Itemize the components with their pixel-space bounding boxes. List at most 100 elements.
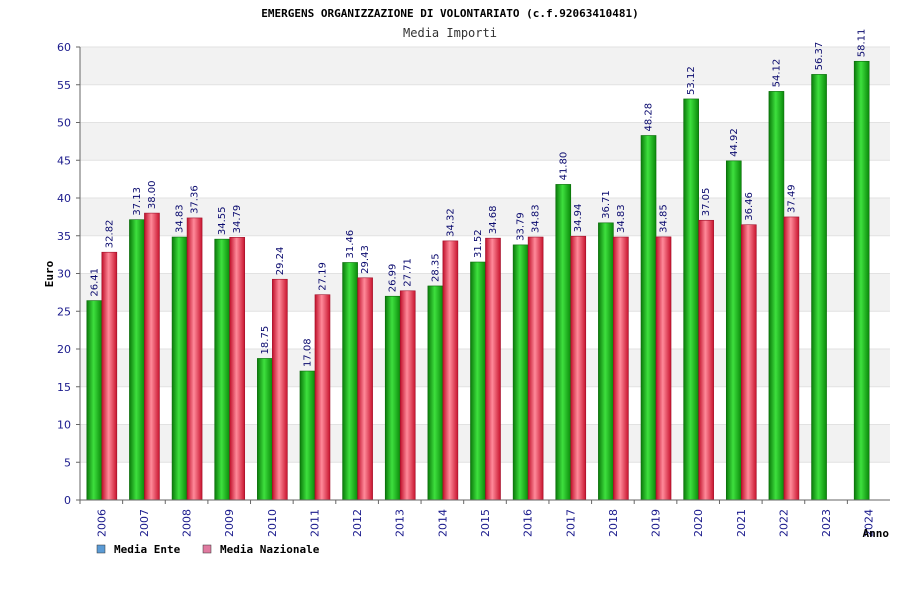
x-tick-label-2016: 2016 [522, 509, 535, 537]
data-label-media-nazionale-2006: 32.82 [104, 220, 115, 249]
bar-media-nazionale-2008 [186, 217, 203, 501]
plot-band [80, 47, 890, 85]
bar-media-ente-2014 [427, 285, 444, 501]
data-label-media-ente-2010: 18.75 [260, 326, 271, 355]
data-label-media-ente-2020: 53.12 [686, 66, 697, 95]
bar-media-ente-2017 [555, 184, 572, 501]
data-label-media-nazionale-2021: 36.46 [744, 192, 755, 221]
y-tick-label: 10 [57, 419, 71, 432]
data-label-media-nazionale-2010: 29.24 [275, 247, 286, 276]
bar-media-ente-2019 [640, 135, 657, 501]
x-tick-label-2018: 2018 [607, 509, 620, 537]
y-tick-label: 15 [57, 381, 71, 394]
data-label-media-ente-2015: 31.52 [473, 229, 484, 258]
data-label-media-nazionale-2011: 27.19 [317, 262, 328, 291]
bar-media-ente-2009 [214, 238, 231, 501]
legend-label-media-ente: Media Ente [114, 543, 181, 556]
data-label-media-ente-2024: 58.11 [857, 29, 868, 58]
bar-media-nazionale-2020 [698, 219, 714, 501]
data-label-media-nazionale-2008: 37.36 [190, 185, 201, 214]
data-label-media-ente-2006: 26.41 [89, 268, 100, 297]
data-label-media-ente-2007: 37.13 [132, 187, 143, 216]
bar-media-nazionale-2012 [357, 277, 373, 501]
bar-media-nazionale-2018 [613, 236, 629, 501]
y-axis-label: Euro [43, 260, 56, 287]
data-labels-group: 26.41 32.82 37.13 38.00 34.83 37.36 34.55 34.79… [89, 29, 867, 367]
bar-media-ente-2007 [129, 219, 145, 501]
bar-media-nazionale-2014 [442, 240, 459, 501]
x-tick-label-2021: 2021 [735, 509, 748, 537]
chart-subtitle: Media Importi [403, 26, 497, 40]
bar-media-ente-2013 [384, 295, 401, 501]
x-tick-label-2024: 2024 [863, 509, 876, 537]
chart-title: EMERGENS ORGANIZZAZIONE DI VOLONTARIATO … [261, 7, 639, 20]
x-tick-label-2009: 2009 [223, 509, 236, 537]
bars-group [86, 60, 870, 501]
bar-media-nazionale-2022 [783, 216, 800, 501]
bar-media-nazionale-2019 [655, 236, 672, 501]
bar-media-ente-2023 [811, 74, 827, 501]
y-tick-label: 0 [64, 494, 71, 507]
bar-media-nazionale-2021 [740, 224, 757, 501]
bar-media-ente-2024 [853, 60, 870, 501]
bar-media-ente-2021 [725, 160, 742, 501]
legend-swatch-media-nazionale [202, 544, 212, 554]
x-tick-label-2014: 2014 [436, 509, 449, 537]
bar-media-ente-2012 [342, 262, 358, 501]
bar-media-nazionale-2017 [570, 235, 587, 501]
bar-media-ente-2006 [86, 300, 103, 501]
data-label-media-ente-2019: 48.28 [644, 103, 655, 132]
data-label-media-ente-2016: 33.79 [516, 212, 527, 241]
plot-band [80, 84, 890, 123]
y-tick-label: 55 [57, 79, 71, 92]
x-tick-label-2015: 2015 [479, 509, 492, 537]
bar-media-ente-2015 [470, 261, 486, 501]
data-label-media-nazionale-2018: 34.83 [616, 204, 627, 233]
data-label-media-nazionale-2007: 38.00 [147, 180, 158, 209]
bar-media-ente-2016 [512, 244, 529, 501]
y-tick-label: 60 [57, 41, 71, 54]
data-label-media-nazionale-2013: 27.71 [403, 258, 414, 287]
data-label-media-nazionale-2012: 29.43 [360, 245, 371, 274]
bar-media-ente-2018 [598, 222, 614, 501]
y-tick-label: 20 [57, 343, 71, 356]
legend-label-media-nazionale: Media Nazionale [220, 543, 320, 556]
data-label-media-nazionale-2019: 34.85 [659, 204, 670, 233]
plot-band [80, 122, 890, 161]
legend: Media Ente Media Nazionale [96, 543, 320, 556]
data-label-media-ente-2021: 44.92 [729, 128, 740, 157]
data-label-media-ente-2009: 34.55 [217, 207, 228, 236]
x-tick-label-2013: 2013 [394, 509, 407, 537]
y-axis-ticks: 0 5 10 15 20 25 30 35 40 45 50 55 60 [57, 41, 80, 507]
bar-media-nazionale-2009 [229, 237, 246, 501]
x-axis-label: Anno [863, 527, 890, 540]
x-tick-label-2008: 2008 [181, 509, 194, 537]
bar-media-ente-2022 [768, 91, 785, 501]
data-label-media-ente-2012: 31.46 [345, 230, 356, 259]
data-label-media-nazionale-2009: 34.79 [232, 205, 243, 234]
x-tick-label-2023: 2023 [820, 509, 833, 537]
data-label-media-ente-2017: 41.80 [558, 152, 569, 181]
plot-band [80, 160, 890, 198]
legend-swatch-media-ente [96, 544, 106, 554]
x-tick-label-2022: 2022 [777, 509, 790, 537]
bar-media-nazionale-2007 [144, 212, 160, 501]
y-tick-label: 5 [64, 456, 71, 469]
data-label-media-nazionale-2020: 37.05 [701, 188, 712, 217]
data-label-media-nazionale-2015: 34.68 [488, 206, 499, 235]
x-tick-label-2012: 2012 [351, 509, 364, 537]
x-tick-label-2019: 2019 [650, 509, 663, 537]
data-label-media-ente-2023: 56.37 [814, 42, 825, 71]
bar-media-ente-2008 [171, 236, 188, 501]
y-tick-label: 50 [57, 117, 71, 130]
y-tick-label: 30 [57, 268, 71, 281]
bar-media-nazionale-2016 [527, 236, 544, 501]
x-tick-label-2010: 2010 [266, 509, 279, 537]
y-tick-label: 40 [57, 192, 71, 205]
data-label-media-nazionale-2017: 34.94 [573, 204, 584, 233]
x-tick-label-2020: 2020 [692, 509, 705, 537]
y-tick-label: 25 [57, 305, 71, 318]
bar-media-nazionale-2011 [314, 294, 331, 501]
